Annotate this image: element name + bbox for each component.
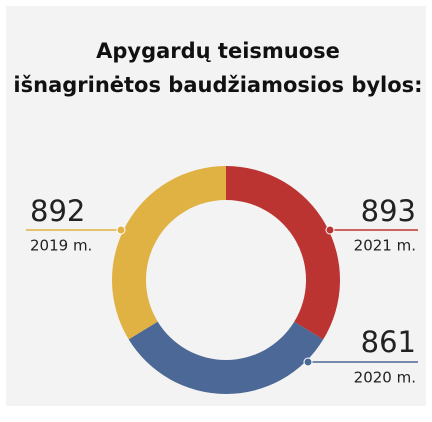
value-label: 861 — [361, 325, 416, 359]
category-label: 2019 m. — [30, 237, 92, 255]
donut-segment — [128, 321, 324, 394]
chart-title: išnagrinėtos baudžiamosios bylos: — [13, 73, 422, 97]
category-label: 2021 m. — [354, 237, 416, 255]
card-background — [6, 6, 426, 406]
donut-segment — [226, 166, 340, 340]
chart-title: Apygardų teismuose — [96, 39, 340, 63]
value-label: 892 — [30, 194, 85, 228]
leader-dot — [325, 225, 335, 235]
leader-dot — [116, 225, 126, 235]
leader-dot — [303, 357, 313, 367]
donut-segment — [111, 166, 226, 340]
category-label: 2020 m. — [354, 369, 416, 387]
value-label: 893 — [361, 194, 416, 228]
